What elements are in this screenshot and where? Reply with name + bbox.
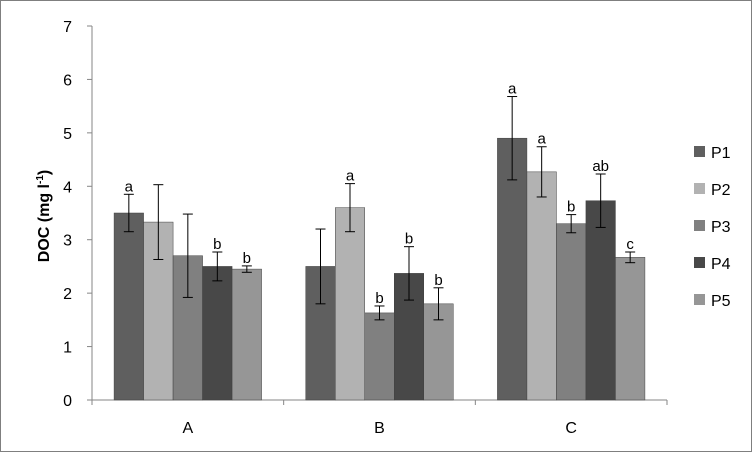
y-tick-label: 0 [63,393,72,410]
y-tick-label: 6 [63,72,72,89]
x-category-label: A [182,420,193,437]
y-axis-title: DOC (mg l-1) [35,170,53,262]
y-tick-label: 4 [63,179,72,196]
legend-swatch [694,183,705,194]
bar [231,268,262,401]
y-tick-label: 5 [63,126,72,143]
y-tick-label: 2 [63,286,72,303]
legend-entry: P4 [711,256,731,273]
bar [335,207,365,401]
legend: P1 P2 P3 P4 P5 [694,145,731,310]
significance-label: b [434,272,442,289]
y-ticks: 0 1 2 3 4 5 6 7 [63,19,92,410]
significance-label: b [213,236,221,253]
significance-label: c [626,236,634,253]
significance-label: a [508,81,517,98]
x-category-labels: A B C [91,400,668,437]
significance-label: b [567,199,575,216]
bar [585,200,616,401]
legend-swatch [694,294,705,305]
significance-label: ab [592,158,609,175]
legend-entry: P3 [711,219,731,236]
error-bars [123,96,636,321]
significance-label: b [375,290,383,307]
bar [364,312,395,401]
legend-entry: P5 [711,293,731,310]
y-tick-label: 3 [63,233,72,250]
x-category-label: C [565,420,577,437]
significance-label: b [405,231,413,248]
significance-label: a [125,178,134,195]
legend-swatch [694,257,705,268]
bar [202,266,233,401]
legend-entry: P1 [711,145,731,162]
significance-label: b [243,250,251,267]
legend-swatch [694,146,705,157]
bar [556,223,587,401]
legend-swatch [694,220,705,231]
significance-label: a [346,168,355,185]
bar [615,257,646,401]
bar [526,171,557,401]
bars [113,137,646,401]
y-tick-label: 1 [63,340,72,357]
bar [113,212,144,401]
legend-entry: P2 [711,182,731,199]
bar [497,137,528,401]
x-category-label: B [374,420,385,437]
y-tick-label: 7 [63,19,72,36]
significance-label: a [537,131,546,148]
